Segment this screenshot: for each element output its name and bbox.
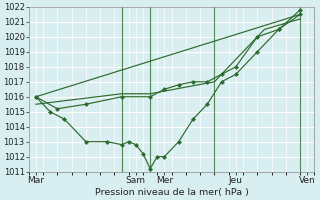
X-axis label: Pression niveau de la mer( hPa ): Pression niveau de la mer( hPa ) [95,188,249,197]
